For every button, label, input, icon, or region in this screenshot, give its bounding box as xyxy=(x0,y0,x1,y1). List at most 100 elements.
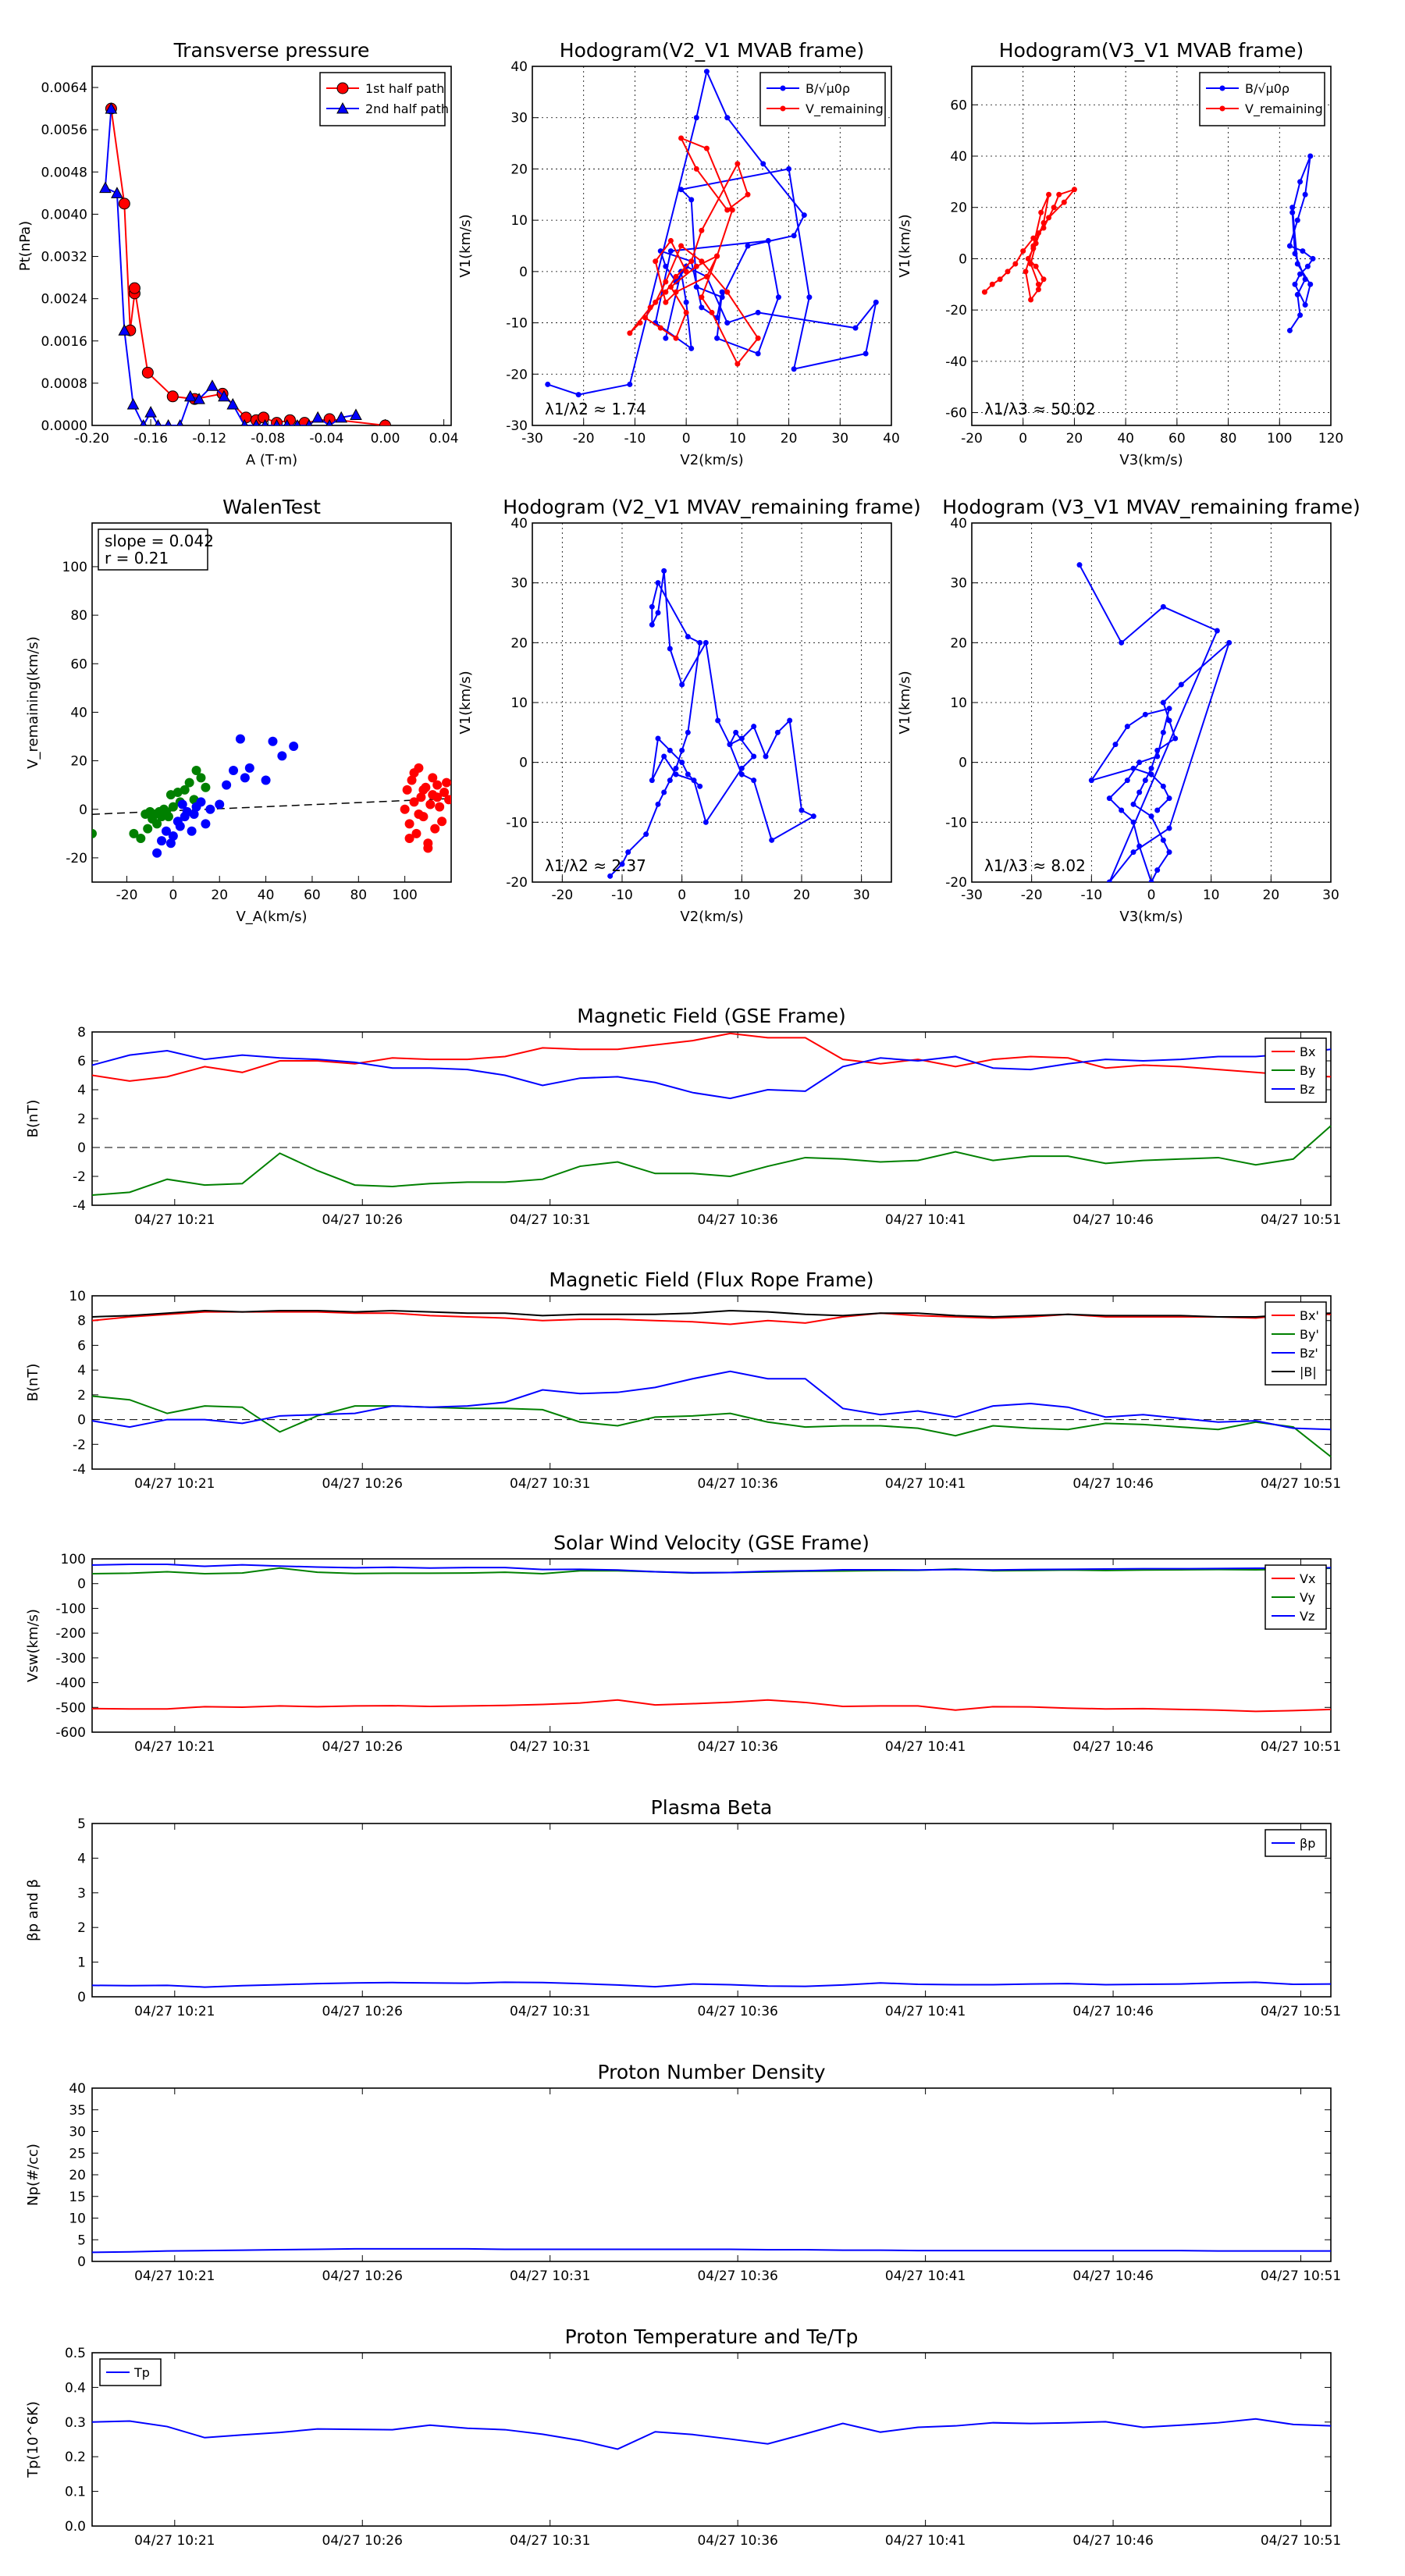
y-tick-label: -4 xyxy=(73,1462,86,1478)
chart-h2: Hodogram(V3_V1 MVAB frame) -20 0 20 40 60 80 10… xyxy=(897,39,1343,468)
legend-label: Bx' xyxy=(1300,1308,1319,1323)
data-point xyxy=(1088,777,1094,784)
data-point xyxy=(657,325,663,331)
series-line-3 xyxy=(91,1310,1332,1318)
data-point xyxy=(702,639,709,646)
data-point xyxy=(1025,255,1031,262)
x-tick-label: -0.16 xyxy=(133,431,168,447)
y-tick-label: 0.0016 xyxy=(41,334,87,350)
data-point xyxy=(305,418,313,425)
data-point xyxy=(1142,777,1148,784)
x-tick-label: 0 xyxy=(682,431,691,447)
time-tick-label: 04/27 10:31 xyxy=(510,1739,590,1755)
scatter-point xyxy=(432,780,443,790)
data-point xyxy=(1178,681,1184,688)
data-point xyxy=(699,304,705,311)
data-point xyxy=(683,309,689,315)
data-point xyxy=(688,197,695,203)
data-point xyxy=(1160,699,1166,706)
x-tick-label: 20 xyxy=(1263,888,1280,903)
data-point xyxy=(667,248,674,254)
data-point xyxy=(1214,628,1220,634)
series-line-0 xyxy=(91,1981,1332,1988)
scatter-point xyxy=(437,817,447,827)
data-point xyxy=(697,783,703,789)
plot-frame xyxy=(91,2087,1332,2262)
y-tick-label: 8 xyxy=(77,1314,86,1329)
time-tick-label: 04/27 10:21 xyxy=(134,1476,215,1492)
scatter-point xyxy=(423,843,433,853)
x-tick-label: 10 xyxy=(729,431,746,447)
y-tick-label: 3 xyxy=(77,1886,86,1902)
y-axis-label: Tp(10^6K) xyxy=(25,2401,41,2478)
data-point xyxy=(1033,263,1039,269)
data-point xyxy=(218,390,230,402)
legend: Bx' By' Bz' |B| xyxy=(1264,1301,1327,1386)
data-point xyxy=(653,258,659,265)
chart-title: Hodogram (V3_V1 MVAV_remaining frame) xyxy=(942,496,1361,518)
data-point xyxy=(714,335,720,341)
time-tick-label: 04/27 10:51 xyxy=(1261,2268,1341,2284)
plot-area xyxy=(1076,562,1232,882)
time-tick-label: 04/27 10:26 xyxy=(322,2533,403,2549)
x-tick-label: 0 xyxy=(1147,888,1156,903)
scatter-point xyxy=(187,826,197,836)
y-axis-label: Vsw(km/s) xyxy=(25,1609,41,1682)
scatter-point xyxy=(189,809,199,819)
fit-line xyxy=(92,798,451,815)
data-point xyxy=(1292,281,1298,287)
stats-text: slope = 0.042 xyxy=(105,532,214,550)
data-point xyxy=(693,115,699,121)
x-axis-label: V2(km/s) xyxy=(680,452,743,468)
legend-label: Bz xyxy=(1300,1082,1314,1097)
data-point xyxy=(1033,240,1039,247)
y-tick-label: 100 xyxy=(62,560,87,575)
data-point xyxy=(1020,248,1026,254)
y-tick-label: 2 xyxy=(77,1920,86,1936)
time-tick-label: 04/27 10:21 xyxy=(134,2268,215,2284)
series-line-1 xyxy=(91,1125,1332,1197)
data-point xyxy=(852,325,859,331)
y-tick-label: 0.0040 xyxy=(41,207,87,222)
data-point xyxy=(144,406,157,418)
scatter-point xyxy=(277,751,287,761)
data-point xyxy=(1148,879,1154,882)
data-point xyxy=(774,729,781,735)
plot-area xyxy=(99,102,392,425)
data-point xyxy=(667,646,673,652)
x-axis-label: V3(km/s) xyxy=(1119,909,1183,925)
series-line-0 xyxy=(609,571,816,877)
data-point xyxy=(799,807,805,813)
x-tick-label: 10 xyxy=(1203,888,1220,903)
series-line-0 xyxy=(110,108,386,425)
data-point xyxy=(679,681,685,688)
x-tick-label: 0.04 xyxy=(429,431,459,447)
data-point xyxy=(683,269,689,275)
x-tick-label: 100 xyxy=(1267,431,1292,447)
data-point xyxy=(673,335,679,341)
data-point xyxy=(625,849,631,856)
x-tick-label: 10 xyxy=(734,888,751,903)
data-point xyxy=(183,390,197,402)
y-tick-label: 0.5 xyxy=(65,2346,86,2361)
data-point xyxy=(1294,217,1300,223)
x-tick-label: 0 xyxy=(678,888,686,903)
data-point xyxy=(735,161,741,167)
series-line-2 xyxy=(91,1370,1332,1431)
data-point xyxy=(729,207,735,213)
data-point xyxy=(1310,255,1316,262)
data-point xyxy=(678,187,685,193)
x-tick-label: 40 xyxy=(883,431,900,447)
data-point xyxy=(1005,269,1011,275)
y-tick-label: -60 xyxy=(945,406,967,422)
data-point xyxy=(1130,801,1136,807)
x-tick-label: 60 xyxy=(1168,431,1186,447)
data-point xyxy=(709,309,715,315)
series-line-1 xyxy=(91,1395,1332,1457)
x-tick-label: -20 xyxy=(116,888,138,903)
y-tick-label: 6 xyxy=(77,1338,86,1354)
data-point xyxy=(791,366,797,372)
data-point xyxy=(155,418,162,425)
data-point xyxy=(1040,225,1047,231)
scatter-point xyxy=(430,824,440,834)
